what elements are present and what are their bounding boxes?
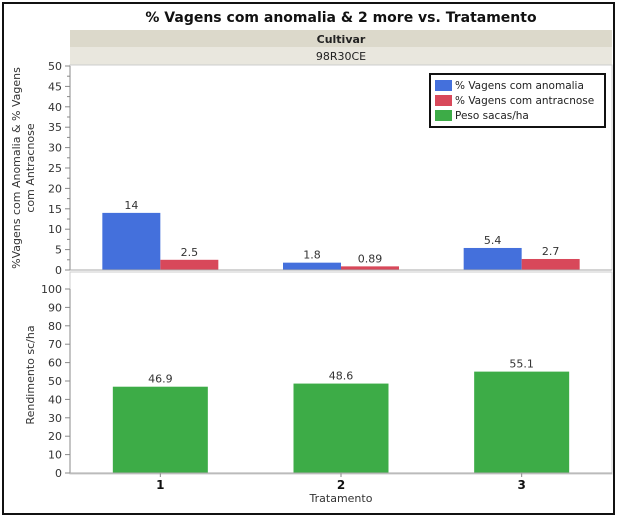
y-tick-label: 30 — [48, 412, 62, 425]
x-tick-label: 2 — [337, 478, 345, 492]
group-header-band — [70, 30, 612, 47]
data-label: 2.5 — [181, 246, 199, 259]
y-tick-label: 25 — [48, 162, 62, 175]
legend-label-peso: Peso sacas/ha — [455, 110, 529, 122]
y-tick-label: 0 — [55, 264, 62, 277]
y-axis-label-bottom: Rendimento sc/ha — [24, 325, 37, 424]
y-tick-label: 30 — [48, 142, 62, 155]
y-tick-label: 50 — [48, 375, 62, 388]
y-tick-label: 60 — [48, 357, 62, 370]
y-axis-label-top-line1: %Vagens com Anomalia & % Vagens — [10, 67, 23, 269]
bar--vagens-com-antracnose — [341, 266, 399, 270]
y-tick-label: 45 — [48, 80, 62, 93]
y-tick-label: 40 — [48, 393, 62, 406]
data-label: 55.1 — [509, 358, 534, 371]
group-value: 98R30CE — [316, 50, 366, 63]
legend-swatch-peso — [435, 110, 452, 121]
y-tick-label: 15 — [48, 203, 62, 216]
y-tick-label: 90 — [48, 301, 62, 314]
bar-peso-sacas-ha — [293, 383, 389, 473]
bar--vagens-com-antracnose — [160, 259, 219, 270]
group-value-band — [70, 47, 612, 65]
data-label: 14 — [124, 199, 138, 212]
x-axis-label: Tratamento — [309, 492, 373, 505]
chart-title: % Vagens com anomalia & 2 more vs. Trata… — [145, 10, 537, 26]
legend-swatch-anomalia — [435, 80, 452, 91]
legend-swatch-antracnose — [435, 95, 452, 106]
y-tick-label: 20 — [48, 430, 62, 443]
legend: % Vagens com anomalia % Vagens com antra… — [429, 73, 606, 128]
x-tick-label: 3 — [517, 478, 525, 492]
y-tick-label: 20 — [48, 182, 62, 195]
data-label: 46.9 — [148, 373, 173, 386]
legend-label-antracnose: % Vagens com antracnose — [455, 95, 594, 107]
y-tick-label: 35 — [48, 121, 62, 134]
legend-box — [429, 73, 606, 128]
data-label: 5.4 — [484, 234, 502, 247]
bar--vagens-com-anomalia — [102, 212, 161, 270]
bar--vagens-com-anomalia — [463, 247, 522, 270]
y-tick-label: 10 — [48, 223, 62, 236]
y-tick-label: 80 — [48, 320, 62, 333]
data-label: 2.7 — [542, 245, 560, 258]
y-tick-label: 5 — [55, 244, 62, 257]
y-tick-label: 0 — [55, 467, 62, 480]
bar--vagens-com-antracnose — [521, 258, 580, 270]
y-tick-label: 10 — [48, 449, 62, 462]
y-axis-label-top-line2: com Antracnose — [24, 123, 37, 213]
y-tick-label: 40 — [48, 101, 62, 114]
data-label: 1.8 — [303, 249, 321, 262]
bar--vagens-com-anomalia — [283, 262, 341, 270]
legend-label-anomalia: % Vagens com anomalia — [455, 80, 584, 92]
group-header: Cultivar — [317, 33, 366, 46]
bar-peso-sacas-ha — [474, 371, 570, 473]
y-tick-label: 70 — [48, 338, 62, 351]
y-tick-label: 50 — [48, 60, 62, 73]
data-label: 0.89 — [358, 252, 383, 265]
data-label: 48.6 — [329, 370, 354, 383]
bar-peso-sacas-ha — [112, 386, 208, 473]
y-tick-label: 100 — [41, 283, 62, 296]
x-tick-label: 1 — [156, 478, 164, 492]
